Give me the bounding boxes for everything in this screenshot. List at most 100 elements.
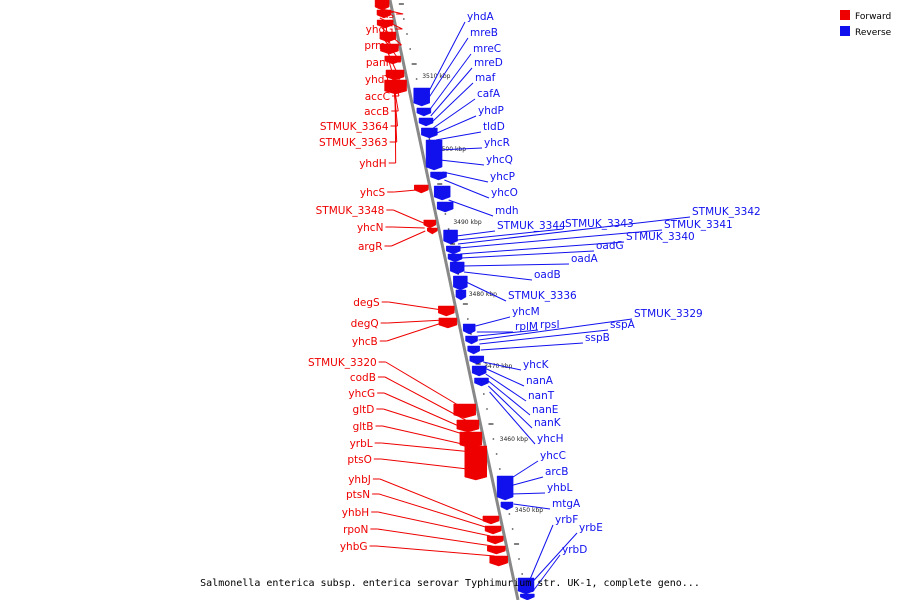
reverse-gene-block-15 [462, 323, 476, 335]
reverse-gene-label-oadb: oadB [534, 269, 561, 281]
forward-gene-block-11 [427, 227, 438, 235]
reverse-gene-label-nana: nanA [526, 375, 554, 387]
forward-gene-label-prma: prmA [364, 40, 393, 52]
reverse-gene-block-18 [469, 355, 485, 365]
forward-leader-diag-rpon [377, 528, 493, 547]
forward-leader-diag-yhcb [386, 321, 445, 342]
reverse-leader-yhbl [511, 492, 546, 495]
forward-gene-label-degq: degQ [351, 318, 379, 330]
reverse-leader-stmuk-3341 [458, 229, 663, 249]
forward-leader-diag-yhdg [379, 17, 403, 30]
reverse-gene-label-yhco: yhcO [491, 187, 518, 199]
reverse-leader-yhco [444, 179, 490, 199]
reverse-gene-label-yhck: yhcK [523, 359, 550, 371]
reverse-leader-sspa [479, 329, 609, 345]
reverse-leader-yhcr [437, 147, 483, 151]
forward-leader-diag-yhcn [392, 226, 425, 229]
reverse-gene-block-1 [413, 87, 430, 107]
reverse-leader-cafa [433, 98, 476, 129]
reverse-gene-block-3 [418, 117, 434, 127]
reverse-leader-yhda [426, 21, 466, 97]
forward-gene-block-17 [464, 445, 488, 481]
reverse-gene-label-stmuk-3343: STMUK_3343 [565, 218, 634, 230]
reverse-leader-mreb [426, 37, 469, 101]
genome-caption: Salmonella enterica subsp. enterica sero… [200, 578, 700, 589]
reverse-gene-label-yhdp: yhdP [478, 105, 504, 117]
reverse-gene-label-yrbd: yrbD [562, 544, 587, 556]
reverse-gene-block-23 [517, 577, 535, 595]
forward-leader-diag-yrbl [381, 442, 473, 453]
reverse-gene-label-mred: mreD [474, 57, 503, 69]
forward-leader-diag-yhbj [379, 478, 488, 523]
forward-gene-block-18 [482, 515, 500, 525]
forward-leader-diag-stmuk-3320 [385, 361, 464, 409]
reverse-leader-oadb [463, 271, 533, 281]
chromosome-backbone [388, 0, 520, 600]
forward-gene-label-stmuk-3364: STMUK_3364 [320, 121, 389, 133]
forward-gene-label-gltd: gltD [353, 404, 375, 416]
reverse-gene-label-rpsi: rpsI [540, 319, 560, 331]
reverse-gene-label-mtga: mtgA [552, 498, 581, 510]
forward-gene-block-1 [374, 0, 390, 11]
reverse-leader-stmuk-3336 [465, 281, 507, 302]
forward-gene-label-stmuk-3348: STMUK_3348 [316, 205, 385, 217]
reverse-leader-nana [484, 367, 525, 387]
reverse-leader-mrec [429, 53, 472, 111]
reverse-leader-stmuk-3329 [478, 318, 633, 341]
legend-label-forward: Forward [855, 12, 891, 22]
forward-gene-block-15 [456, 419, 480, 433]
reverse-leader-yrbe [530, 532, 578, 585]
reverse-leader-stmuk-3343 [457, 228, 564, 241]
reverse-leader-yhcq [440, 159, 485, 166]
legend-label-reverse: Reverse [855, 28, 892, 38]
reverse-leader-oadg [461, 250, 595, 259]
reverse-gene-label-yhcr: yhcR [484, 137, 510, 149]
reverse-leader-stmuk-3340 [460, 241, 625, 255]
forward-leader-diag-yhbh [378, 511, 491, 537]
forward-leader-diag-yhbg [376, 545, 495, 557]
forward-gene-label-accc: accC [365, 91, 390, 103]
reverse-leader-oada [462, 263, 570, 267]
forward-leader-diag-yhdt [386, 49, 401, 80]
reverse-gene-block-7 [433, 185, 451, 201]
kbp-label-3470-kbp: 3470 kbp [484, 363, 512, 370]
forward-leader-diag-prma [381, 27, 402, 46]
forward-leader-diag-codb [384, 376, 466, 421]
reverse-gene-label-sspa: sspA [610, 319, 636, 331]
reverse-gene-label-yrbf: yrbF [555, 514, 578, 526]
reverse-gene-label-oada: oadA [571, 253, 599, 265]
reverse-gene-label-stmuk-3340: STMUK_3340 [626, 231, 695, 243]
forward-leader-diag-ptsn [378, 493, 489, 529]
forward-gene-label-codb: codB [350, 372, 376, 384]
forward-leader-diag-yhcs [394, 189, 417, 193]
reverse-gene-block-5 [425, 139, 443, 171]
reverse-gene-label-arcb: arcB [545, 466, 569, 478]
forward-leader-diag-fis [377, 7, 404, 15]
forward-gene-label-ptso: ptsO [347, 454, 372, 466]
reverse-gene-label-yhda: yhdA [467, 11, 495, 23]
forward-gene-block-9 [414, 184, 429, 194]
reverse-gene-label-yhcq: yhcQ [486, 154, 513, 166]
forward-gene-label-yhcg: yhcG [348, 388, 375, 400]
reverse-gene-label-stmuk-3342: STMUK_3342 [692, 206, 761, 218]
forward-leader-diag-stmuk-3348 [393, 209, 424, 224]
reverse-leader-tldd [435, 131, 482, 141]
reverse-gene-block-14 [455, 289, 467, 301]
reverse-leader-mtga [513, 503, 551, 510]
reverse-leader-yhcm [475, 316, 511, 327]
forward-gene-label-yhbh: yhbH [342, 507, 369, 519]
reverse-gene-block-16 [465, 335, 478, 345]
reverse-gene-label-mdh: mdh [495, 205, 519, 217]
reverse-gene-label-stmuk-3341: STMUK_3341 [664, 219, 733, 231]
legend-swatch-reverse [840, 26, 850, 36]
forward-gene-label-yhdt: yhdT [365, 74, 392, 86]
forward-gene-block-4 [379, 31, 397, 43]
forward-gene-block-19 [484, 525, 502, 535]
reverse-gene-block-9 [443, 229, 458, 245]
reverse-gene-label-sspb: sspB [585, 332, 610, 344]
forward-gene-label-yhcs: yhcS [360, 187, 386, 199]
reverse-gene-block-21 [496, 475, 514, 501]
reverse-gene-block-8 [436, 201, 454, 213]
